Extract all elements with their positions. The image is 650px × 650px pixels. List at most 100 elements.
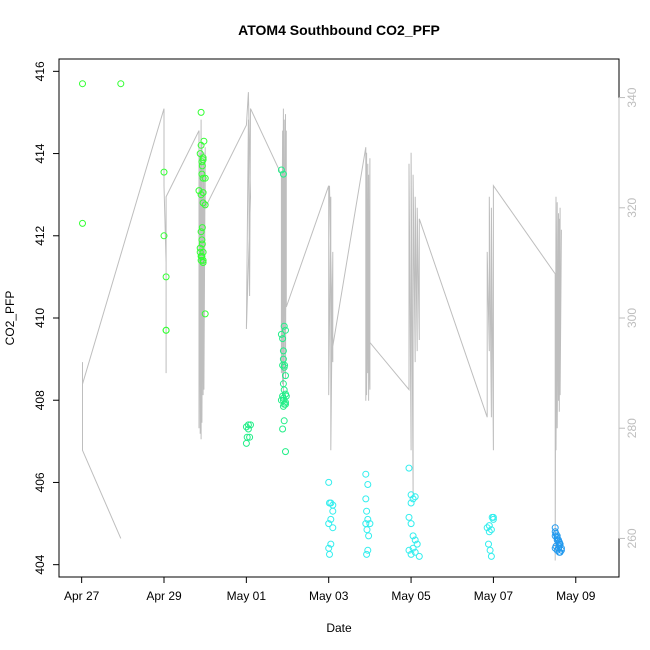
data-point — [244, 421, 252, 429]
data-point — [282, 448, 289, 456]
data-point — [327, 515, 335, 523]
data-point — [79, 80, 86, 88]
data-point — [409, 544, 417, 552]
points-group — [79, 80, 565, 560]
data-point — [277, 166, 285, 174]
secondary-line-group — [82, 92, 562, 561]
plot-frame — [58, 58, 620, 578]
data-point — [282, 326, 289, 334]
data-point — [485, 522, 493, 530]
data-point — [199, 199, 207, 207]
data-point — [551, 528, 559, 536]
data-point — [413, 540, 421, 548]
data-point — [407, 491, 415, 499]
data-point — [201, 310, 209, 318]
data-point — [407, 520, 415, 528]
x-tick-label: May 09 — [556, 589, 596, 603]
data-point — [364, 481, 372, 488]
x-tick-label: May 01 — [227, 589, 267, 603]
data-point — [199, 256, 207, 264]
data-point — [415, 552, 423, 560]
data-point — [485, 540, 492, 548]
data-point — [280, 386, 288, 394]
x-axis-label: Date — [326, 621, 352, 635]
data-point — [279, 347, 287, 355]
data-point — [244, 425, 252, 433]
data-point — [197, 191, 205, 199]
data-point — [366, 520, 374, 528]
data-point — [487, 526, 495, 534]
y-tick-label: 404 — [33, 554, 47, 574]
y2-tick-label: 280 — [625, 418, 639, 438]
x-tick-label: May 03 — [309, 589, 349, 603]
y-tick-label: 416 — [33, 61, 47, 81]
data-point — [411, 536, 419, 544]
data-point — [362, 470, 370, 478]
data-point — [364, 546, 372, 554]
data-point — [365, 532, 373, 540]
data-point — [117, 80, 125, 88]
data-point — [325, 520, 333, 528]
data-point — [329, 524, 337, 532]
data-point — [327, 499, 335, 507]
data-point — [162, 326, 170, 334]
data-point — [199, 248, 207, 256]
data-point — [279, 425, 287, 433]
data-point — [553, 534, 561, 542]
chart-title: ATOM4 Southbound CO2_PFP — [238, 22, 440, 38]
data-point — [411, 493, 419, 501]
data-point — [281, 361, 289, 369]
x-tick-label: May 07 — [474, 589, 514, 603]
data-point — [405, 464, 413, 472]
data-point — [364, 515, 372, 523]
data-point — [199, 154, 207, 162]
data-point — [199, 259, 207, 266]
data-point — [242, 423, 250, 431]
data-point — [199, 174, 207, 182]
data-point — [246, 433, 254, 441]
data-point — [486, 546, 494, 554]
data-point — [200, 137, 208, 145]
data-point — [363, 507, 371, 515]
data-point — [487, 552, 495, 560]
x-tick-label: May 05 — [391, 589, 431, 603]
x-axis: Apr 27 Apr 29 May 01 May 03 May 05 May 07 May … — [64, 576, 596, 603]
data-point — [201, 174, 209, 182]
data-point — [280, 417, 288, 425]
data-point — [325, 478, 333, 486]
data-point — [195, 187, 203, 195]
data-point — [196, 248, 204, 256]
data-point — [197, 256, 205, 264]
data-point — [160, 232, 168, 240]
y-axis-right: 260 280 300 320 340 — [618, 87, 639, 548]
x-tick-label: Apr 27 — [64, 589, 100, 603]
y-tick-label: 408 — [33, 390, 47, 410]
data-point — [407, 499, 415, 507]
data-point — [409, 495, 417, 503]
y2-tick-label: 260 — [625, 528, 639, 548]
y-axis-label: CO2_PFP — [3, 291, 17, 346]
data-point — [242, 439, 250, 447]
data-point — [198, 236, 206, 244]
data-point — [199, 189, 207, 197]
data-point — [277, 330, 285, 338]
data-point — [279, 402, 287, 410]
y2-tick-label: 320 — [625, 197, 639, 217]
y-tick-label: 410 — [33, 308, 47, 328]
data-point — [407, 550, 415, 558]
data-point — [198, 240, 206, 248]
data-point — [553, 536, 561, 544]
y-tick-label: 406 — [33, 472, 47, 492]
y2-tick-label: 300 — [625, 308, 639, 328]
data-point — [363, 550, 371, 558]
data-point — [409, 532, 417, 540]
data-point — [282, 400, 289, 408]
data-point — [198, 224, 206, 232]
data-point — [282, 372, 289, 380]
data-point — [489, 513, 497, 521]
y2-tick-label: 340 — [625, 87, 639, 107]
data-point — [557, 544, 565, 552]
data-point — [483, 524, 491, 532]
data-point — [405, 513, 413, 521]
